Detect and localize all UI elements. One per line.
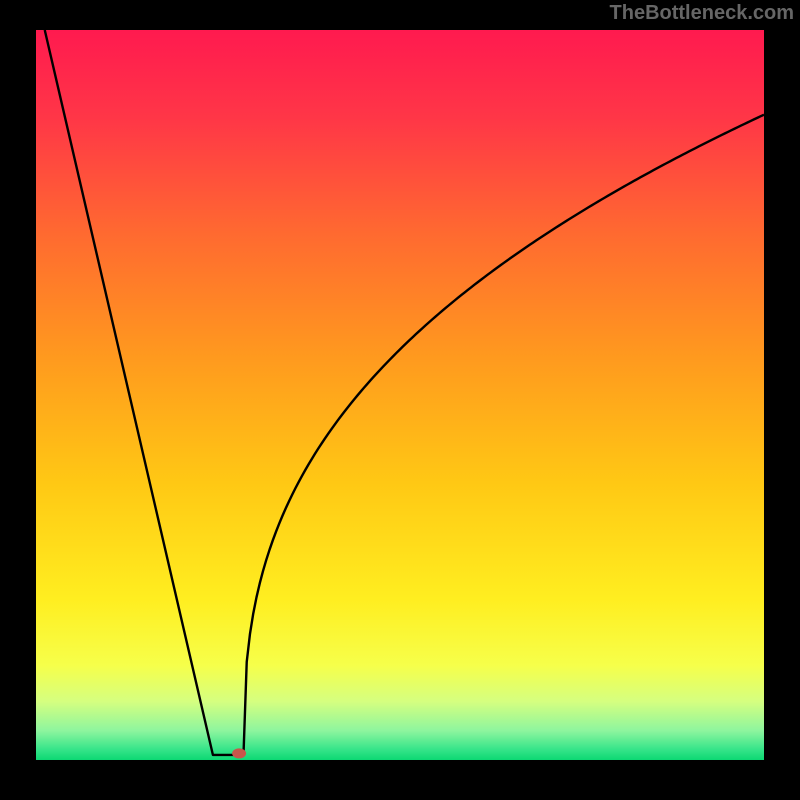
curve-layer (0, 0, 800, 800)
bottleneck-curve (45, 30, 764, 755)
chart-container: TheBottleneck.com (0, 0, 800, 800)
optimum-marker (232, 748, 246, 758)
watermark: TheBottleneck.com (604, 0, 800, 27)
